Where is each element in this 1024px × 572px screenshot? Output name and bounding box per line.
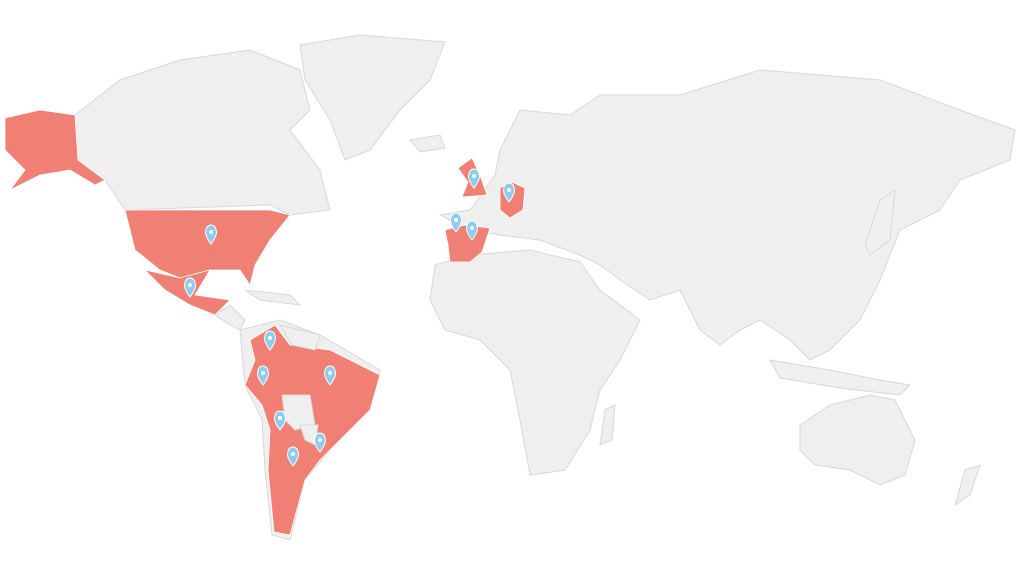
map-marker [205, 224, 217, 245]
new-zealand [954, 464, 981, 507]
map-marker [466, 220, 478, 241]
markers [184, 168, 515, 467]
paraguay [299, 424, 319, 446]
highlighted-countries [4, 109, 526, 536]
africa [429, 249, 641, 476]
map-marker [503, 182, 515, 203]
map-marker [257, 365, 269, 386]
map-marker [450, 212, 462, 233]
indonesia [769, 359, 912, 396]
map-marker [184, 277, 196, 298]
map-marker [314, 432, 326, 453]
caribbean [244, 289, 302, 306]
map-marker [324, 365, 336, 386]
iceland [409, 134, 446, 153]
venezuela [278, 324, 321, 351]
map-marker [287, 446, 299, 467]
land [74, 34, 1016, 541]
australia [799, 394, 916, 486]
united-states [124, 209, 291, 286]
map-marker [468, 168, 480, 189]
central-america [214, 304, 246, 331]
eurasia [438, 69, 1016, 361]
map-marker [264, 330, 276, 351]
alaska [4, 109, 106, 191]
greenland [299, 34, 446, 161]
map-marker [274, 410, 286, 431]
canada [74, 49, 331, 216]
madagascar [599, 404, 616, 446]
japan [864, 188, 896, 256]
